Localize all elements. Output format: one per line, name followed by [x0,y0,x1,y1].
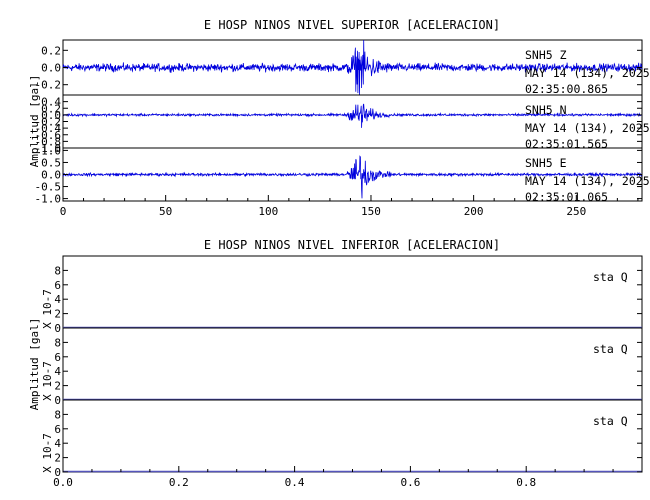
y-tick-label: -0.4 [35,122,62,135]
waveform-N [62,103,643,128]
time-label: 02:35:00.865 [525,82,608,96]
x-tick-label: 0.6 [400,476,420,489]
y-tick-label: 6 [54,279,61,292]
y-tick-label: 0.2 [41,44,61,57]
panel-frame-lower-0 [62,255,643,329]
y-tick-label: -1.0 [35,142,62,155]
waveform-Z [62,39,643,96]
station-label: SNH5 E [525,156,567,170]
station-label: sta Q [593,342,628,356]
y-tick-label: 0.5 [41,156,61,169]
y-tick-label: -1.0 [35,193,62,206]
x-tick-label: 0 [60,205,67,218]
y-axis-label: Amplitud [gal] [28,318,41,411]
y-tick-label: 0.0 [41,169,61,182]
x-tick-label: 200 [464,205,484,218]
scale-label: X 10-7 [41,433,54,473]
y-tick-label: 8 [54,336,61,349]
date-label: MAY 14 (134), 2025 [525,66,650,80]
waveform-E [62,155,642,199]
x-tick-label: 0.2 [169,476,189,489]
panel-frame-lower-1 [62,327,643,401]
time-label: 02:35:01.065 [525,190,608,204]
x-tick-label: 150 [361,205,381,218]
y-tick-label: 0 [54,394,61,407]
y-tick-label: 4 [54,293,61,306]
scale-label: X 10-7 [41,361,54,401]
y-tick-label: 8 [54,408,61,421]
y-tick-label: -0.2 [35,116,62,129]
y-tick-label: 0.0 [41,109,61,122]
y-tick-label: 2 [54,452,61,465]
y-tick-label: 0.2 [41,102,61,115]
y-tick-label: 0 [54,466,61,479]
y-tick-label: -0.8 [35,135,62,148]
y-tick-label: -0.2 [35,79,62,92]
y-tick-label: -0.5 [35,181,62,194]
date-label: MAY 14 (134), 2025 [525,174,650,188]
station-label: SNH5 N [525,103,567,117]
y-tick-label: 6 [54,351,61,364]
date-label: MAY 14 (134), 2025 [525,121,650,135]
time-label: 02:35:01.565 [525,137,608,151]
panel-frame-lower-2 [62,399,643,473]
x-tick-label: 250 [566,205,586,218]
x-tick-label: 0.0 [53,476,73,489]
y-tick-label: 0.4 [41,96,61,109]
y-tick-label: 0.0 [41,62,61,75]
y-tick-label: 1.0 [41,144,61,157]
y-tick-label: 0 [54,322,61,335]
station-label: sta Q [593,270,628,284]
scale-label: X 10-7 [41,289,54,329]
x-tick-label: 0.8 [516,476,536,489]
y-tick-label: 4 [54,437,61,450]
y-tick-label: -0.6 [35,129,62,142]
lower-title: E HOSP NINOS NIVEL INFERIOR [ACELERACION… [204,238,500,252]
upper-title: E HOSP NINOS NIVEL SUPERIOR [ACELERACION… [204,18,500,32]
y-tick-label: 2 [54,380,61,393]
station-label: SNH5 Z [525,48,567,62]
y-tick-label: 4 [54,365,61,378]
y-tick-label: 8 [54,264,61,277]
y-tick-label: 2 [54,308,61,321]
x-tick-label: 100 [258,205,278,218]
station-label: sta Q [593,414,628,428]
x-tick-label: 0.4 [285,476,305,489]
x-tick-label: 50 [159,205,172,218]
y-tick-label: 6 [54,423,61,436]
y-axis-label: Amplitud [gal] [28,75,41,168]
